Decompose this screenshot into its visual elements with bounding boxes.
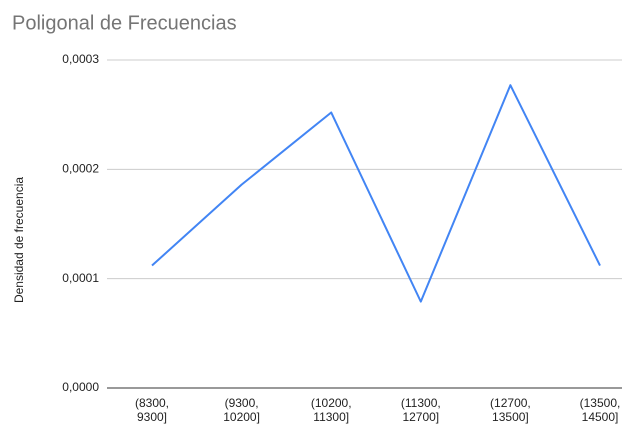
chart-title: Poligonal de Frecuencias [12,12,237,34]
y-tick-label: 0,0003 [62,52,99,66]
x-tick-label: (10200, 11300] [311,396,352,424]
y-tick-label: 0,0002 [62,162,99,176]
x-tick-label: (12700, 13500] [490,396,531,424]
data-line [151,84,601,303]
y-axis-label: Densidad de frecuencia [12,177,26,303]
y-tick-label: 0,0001 [62,271,99,285]
x-tick-label: (11300, 12700] [401,396,441,424]
x-tick-label: (8300, 9300] [135,396,169,424]
x-tick-label: (9300, 10200] [223,396,260,424]
x-tick-label: (13500, 14500] [580,396,621,424]
y-tick-label: 0,0000 [62,380,99,394]
